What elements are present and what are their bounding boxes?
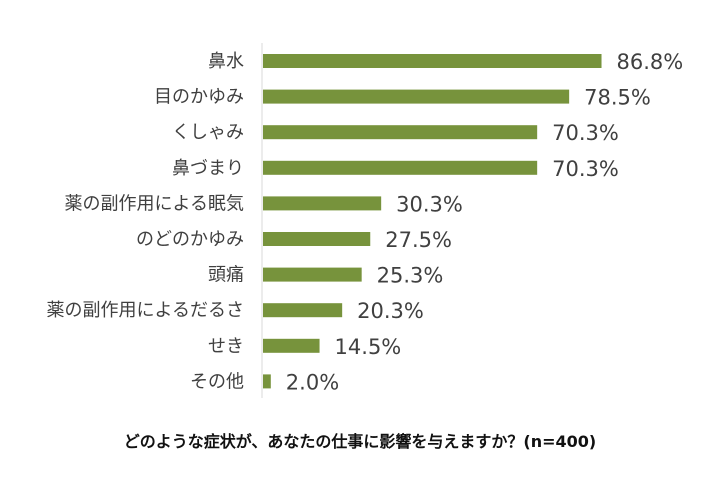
category-label: 頭痛: [208, 265, 244, 286]
bar: [263, 196, 382, 211]
value-label: 86.8%: [617, 50, 684, 74]
value-label: 25.3%: [377, 264, 444, 288]
bar: [263, 54, 602, 68]
category-label: その他: [190, 371, 244, 392]
bar: [263, 89, 570, 104]
bars-layer: 鼻水 86.8% 目のかゆみ 78.5% くしゃみ 70.3% 鼻づまり 70.3% 薬の副作用…: [47, 50, 684, 394]
value-label: 70.3%: [552, 121, 619, 145]
value-label: 27.5%: [385, 228, 452, 252]
category-label: 薬の副作用によるだるさ: [47, 300, 244, 321]
value-label: 70.3%: [552, 157, 619, 181]
bar: [263, 303, 343, 318]
bar: [263, 160, 538, 175]
category-label: 目のかゆみ: [154, 87, 244, 108]
bar: [263, 232, 371, 246]
category-label: 鼻水: [208, 51, 244, 72]
bar: [263, 338, 320, 353]
chart-caption: どのような症状が、あなたの仕事に影響を与えますか？(n=400): [123, 432, 597, 451]
bar: [263, 267, 362, 282]
value-label: 30.3%: [396, 192, 463, 216]
category-label: のどのかゆみ: [136, 229, 244, 250]
value-label: 20.3%: [357, 299, 424, 323]
category-label: せき: [208, 336, 244, 357]
category-label: くしゃみ: [172, 122, 244, 143]
value-label: 78.5%: [584, 86, 651, 110]
category-label: 薬の副作用による眠気: [65, 193, 244, 214]
bar: [263, 125, 538, 140]
category-label: 鼻づまり: [172, 158, 244, 179]
bar: [263, 374, 271, 389]
value-label: 2.0%: [286, 370, 339, 394]
value-label: 14.5%: [335, 335, 402, 359]
